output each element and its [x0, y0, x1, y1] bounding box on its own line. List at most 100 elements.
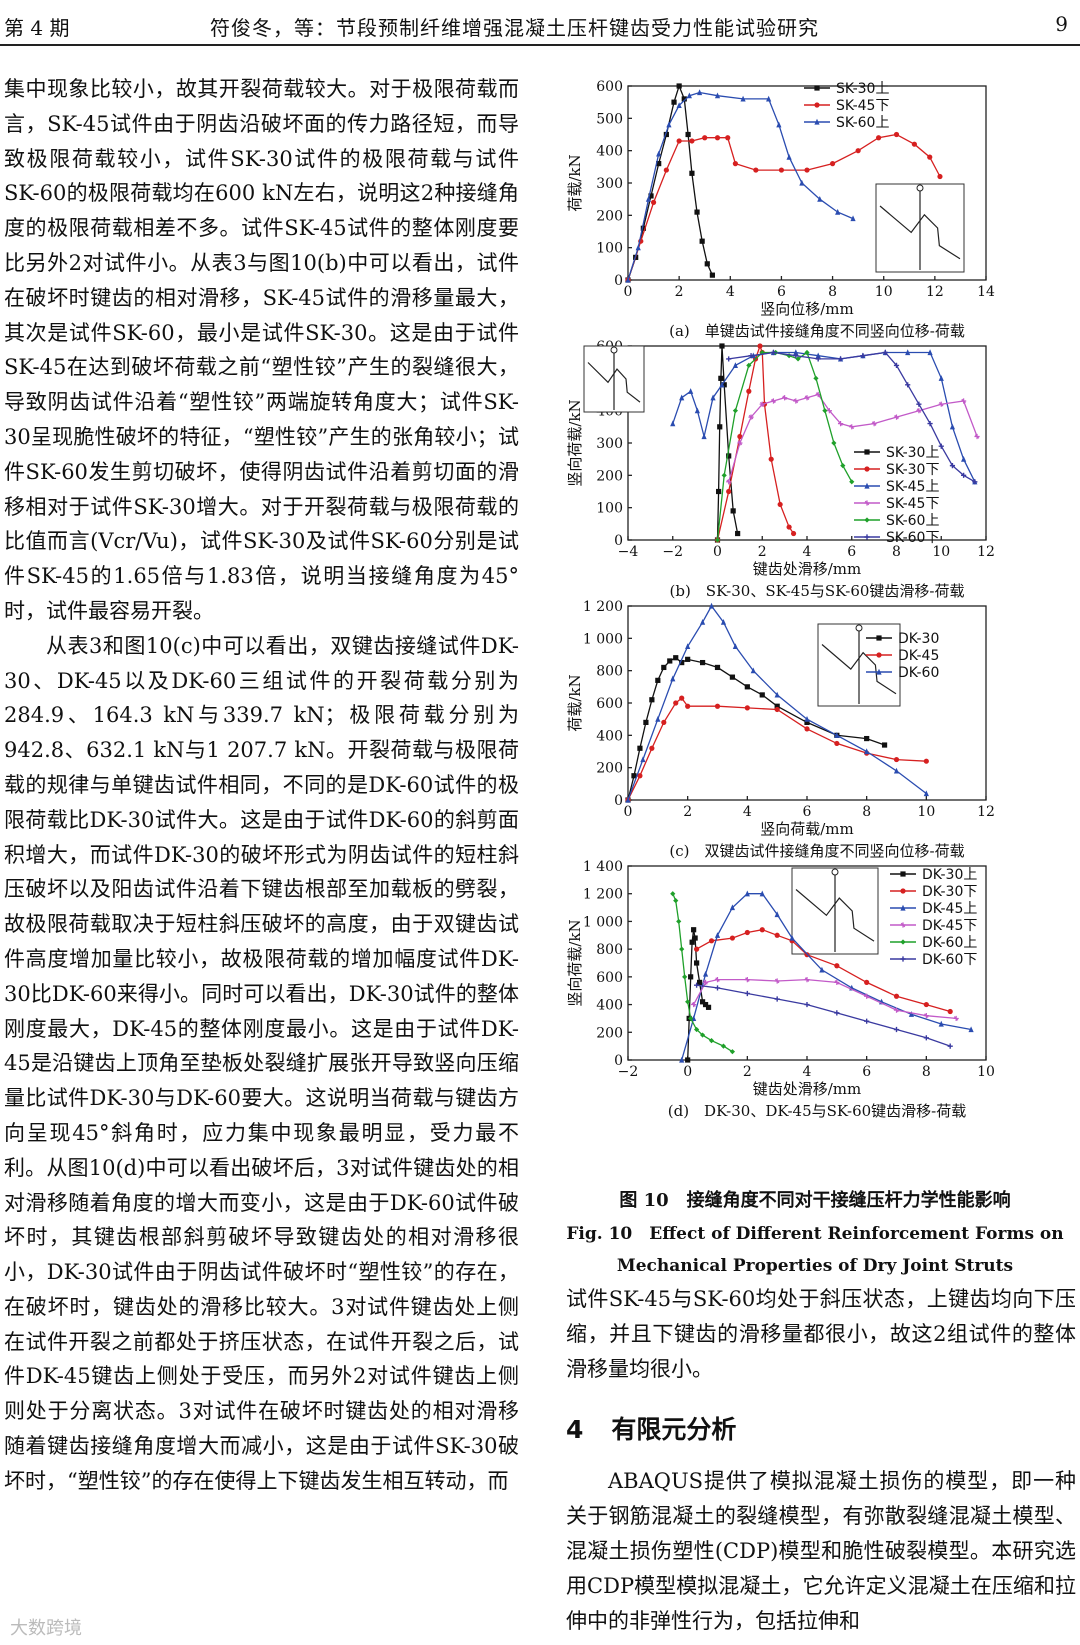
legend-label: DK-60: [898, 665, 939, 681]
y-tick-label: 0: [614, 793, 623, 809]
data-point: [849, 479, 855, 485]
x-tick-label: 0: [713, 544, 722, 560]
series-5: [726, 349, 978, 485]
data-point: [640, 225, 646, 231]
data-point: [691, 1001, 697, 1008]
data-point: [750, 667, 756, 674]
data-point: [961, 455, 967, 462]
data-point: [834, 979, 840, 985]
data-point: [882, 349, 888, 356]
data-point: [685, 703, 691, 709]
data-point: [732, 643, 738, 650]
data-point: [670, 420, 676, 427]
data-point: [905, 382, 911, 388]
data-point: [748, 353, 754, 359]
data-point: [814, 118, 820, 125]
data-point: [949, 423, 956, 430]
data-point: [938, 375, 944, 381]
series-line: [627, 697, 927, 801]
chart-panel-a: 0 2 4 6 8 10 12 14 0 100 200 300 400 500 600 竖向位移/mm 荷载/…: [566, 79, 995, 340]
data-point: [744, 890, 750, 897]
data-point: [900, 939, 906, 945]
data-point: [685, 131, 691, 138]
data-point: [968, 1026, 974, 1033]
data-point: [864, 449, 870, 455]
series-4: [670, 891, 736, 1055]
y-tick-label: 1 400: [583, 859, 623, 875]
x-tick-label: −4: [618, 544, 639, 560]
y-tick-label: 200: [596, 208, 623, 224]
series-0: [714, 343, 741, 543]
data-point: [860, 353, 866, 359]
data-point: [746, 388, 752, 394]
data-point: [766, 95, 772, 102]
data-point: [804, 395, 810, 401]
data-point: [649, 697, 655, 703]
x-axis-label: 键齿处滑移/mm: [753, 1080, 862, 1098]
data-point: [682, 974, 688, 980]
data-point: [774, 706, 780, 713]
data-point: [774, 911, 780, 918]
data-point: [893, 131, 900, 138]
data-point: [689, 138, 695, 144]
legend-label: DK-60下: [922, 952, 977, 968]
data-point: [744, 990, 750, 997]
legend-label: SK-60上: [836, 115, 889, 131]
y-tick-label: 800: [596, 942, 623, 958]
data-point: [927, 154, 933, 160]
data-point: [744, 684, 750, 690]
data-point: [938, 1020, 944, 1027]
x-tick-label: 4: [726, 284, 735, 300]
x-tick-label: −2: [662, 544, 683, 560]
data-point: [726, 356, 732, 362]
series-1: [625, 695, 929, 803]
x-tick-label: 10: [932, 544, 950, 560]
data-point: [804, 977, 810, 983]
legend-label: SK-45上: [886, 479, 939, 495]
data-point: [670, 891, 676, 897]
data-point: [676, 102, 682, 108]
data-point: [694, 946, 700, 952]
series-5: [694, 982, 953, 1049]
data-point: [759, 927, 765, 933]
y-axis-label: 竖向荷载/kN: [566, 919, 584, 1006]
x-tick-label: 0: [683, 1064, 692, 1080]
series-2: [670, 349, 978, 485]
series-0: [685, 927, 712, 1063]
y-tick-label: 200: [596, 1025, 623, 1041]
data-point: [671, 99, 677, 105]
series-line: [728, 351, 976, 483]
data-point: [972, 479, 978, 485]
data-point: [655, 677, 661, 683]
series-line: [627, 91, 854, 281]
data-point: [679, 659, 685, 666]
data-point: [679, 1056, 685, 1063]
x-tick-label: 0: [624, 804, 633, 820]
series-2: [625, 602, 929, 803]
data-point: [757, 343, 763, 349]
data-point: [714, 664, 721, 671]
data-point: [694, 982, 700, 988]
y-axis-label: 竖向荷载/kN: [566, 399, 584, 486]
section-heading: 4 有限元分析: [566, 1410, 1076, 1446]
data-point: [691, 927, 697, 933]
legend-entry: DK-60下: [890, 952, 977, 968]
data-point: [900, 904, 906, 911]
left-paragraph-2: 从表3和图10(c)中可以看出，双键齿接缝试件DK-30、DK-45以及DK-6…: [4, 633, 519, 1493]
data-point: [900, 922, 906, 928]
data-point: [697, 89, 703, 96]
figure-caption-en-line1: Fig. 10 Effect of Different Reinforcemen…: [566, 1224, 1064, 1244]
x-axis-label: 键齿处滑移/mm: [753, 560, 862, 578]
data-point: [864, 500, 870, 506]
data-point: [822, 408, 828, 414]
data-point: [961, 398, 967, 404]
x-tick-label: 8: [862, 804, 871, 820]
panel-caption: (d) DK-30、DK-45与SK-60键齿滑移-荷载: [668, 1102, 967, 1120]
data-point: [702, 135, 708, 141]
data-point: [732, 362, 738, 368]
data-point: [702, 970, 709, 977]
legend-label: SK-45下: [886, 496, 939, 512]
x-tick-label: 6: [777, 284, 786, 300]
data-point: [699, 659, 706, 666]
data-point: [804, 715, 810, 722]
